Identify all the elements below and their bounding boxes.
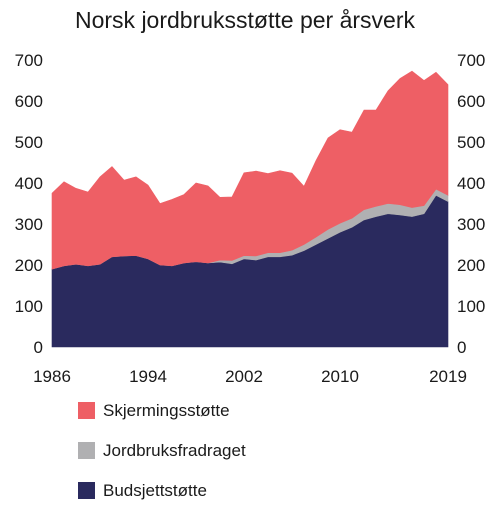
y-tick-right-700: 700: [457, 51, 485, 70]
y-tick-left-0: 0: [34, 338, 43, 357]
y-tick-right-500: 500: [457, 133, 485, 152]
y-tick-right-400: 400: [457, 174, 485, 193]
y-tick-left-700: 700: [15, 51, 43, 70]
y-tick-right-600: 600: [457, 92, 485, 111]
area-layers: [51, 70, 449, 348]
area-skjermingsstøtte: [51, 70, 449, 270]
y-tick-right-0: 0: [457, 338, 466, 357]
x-tick-1986: 1986: [33, 367, 71, 386]
legend-swatch-jordbruksfradraget: [78, 442, 95, 459]
y-axis-right: 0 100 200 300 400 500 600 700: [457, 51, 485, 357]
legend-swatch-budsjettstøtte: [78, 482, 95, 499]
legend-label-jordbruksfradraget: Jordbruksfradraget: [103, 441, 246, 460]
chart-title: Norsk jordbruksstøtte per årsverk: [75, 7, 415, 33]
y-tick-right-300: 300: [457, 215, 485, 234]
legend-swatch-skjermingsstøtte: [78, 402, 95, 419]
y-tick-left-400: 400: [15, 174, 43, 193]
legend: Skjermingsstøtte Jordbruksfradraget Budsje…: [78, 401, 246, 500]
y-tick-left-300: 300: [15, 215, 43, 234]
x-tick-2019: 2019: [429, 367, 467, 386]
y-tick-left-600: 600: [15, 92, 43, 111]
y-tick-left-100: 100: [15, 297, 43, 316]
x-tick-2010: 2010: [321, 367, 359, 386]
legend-label-skjermingsstøtte: Skjermingsstøtte: [103, 401, 230, 420]
x-axis: 1986 1994 2002 2010 2019: [33, 367, 467, 386]
legend-label-budsjettstøtte: Budsjettstøtte: [103, 481, 207, 500]
x-tick-2002: 2002: [225, 367, 263, 386]
x-tick-1994: 1994: [129, 367, 167, 386]
y-tick-left-200: 200: [15, 256, 43, 275]
y-tick-right-200: 200: [457, 256, 485, 275]
y-axis-left: 0 100 200 300 400 500 600 700: [15, 51, 43, 357]
y-tick-right-100: 100: [457, 297, 485, 316]
y-tick-left-500: 500: [15, 133, 43, 152]
